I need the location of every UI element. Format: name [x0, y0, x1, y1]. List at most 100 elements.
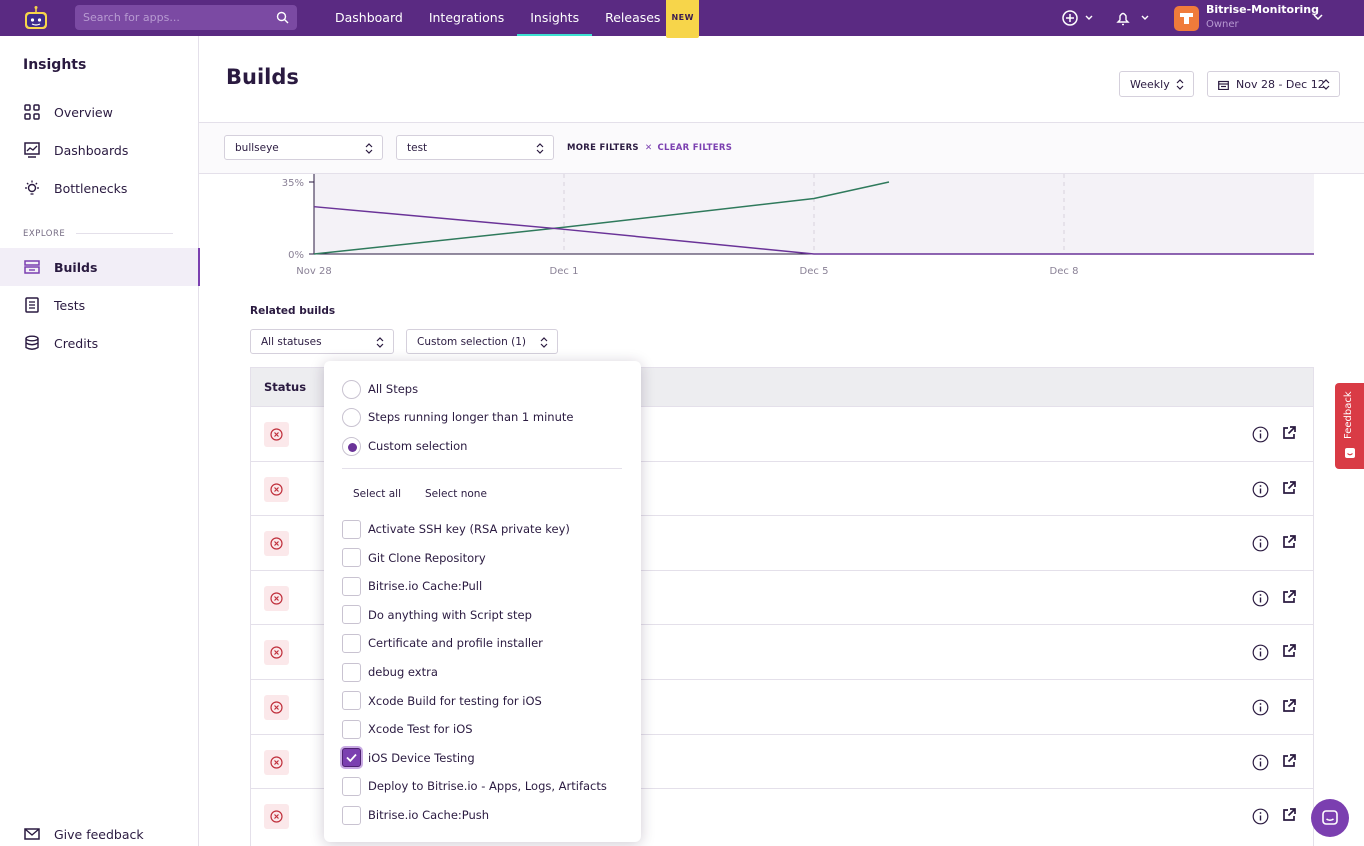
step-checkbox-row[interactable]: debug extra: [342, 662, 438, 682]
info-icon[interactable]: [1252, 535, 1269, 552]
sidebar-item-credits[interactable]: Credits: [0, 324, 199, 362]
chat-launcher-button[interactable]: [1311, 799, 1349, 837]
sidebar-item-overview[interactable]: Overview: [0, 93, 199, 131]
info-icon[interactable]: [1252, 754, 1269, 771]
bitrise-logo-icon[interactable]: [22, 5, 50, 31]
info-icon[interactable]: [1252, 699, 1269, 716]
date-range-select[interactable]: Nov 28 - Dec 12: [1207, 71, 1340, 97]
external-link-icon[interactable]: [1281, 698, 1297, 714]
step-checkbox-row[interactable]: Git Clone Repository: [342, 548, 486, 568]
radio-button[interactable]: [342, 407, 361, 427]
select-all-button[interactable]: Select all: [353, 488, 401, 500]
checkbox[interactable]: [342, 605, 361, 625]
sidebar-item-bottlenecks[interactable]: Bottlenecks: [0, 169, 199, 207]
step-checkbox-row[interactable]: Xcode Build for testing for iOS: [342, 691, 542, 711]
step-checkbox-row[interactable]: Xcode Test for iOS: [342, 719, 473, 739]
checkbox-label: iOS Device Testing: [368, 750, 475, 765]
step-checkbox-row[interactable]: Bitrise.io Cache:Push: [342, 805, 489, 825]
step-filter-select[interactable]: Custom selection (1): [406, 329, 558, 354]
radio-button[interactable]: [342, 436, 361, 456]
table-row[interactable]: [251, 460, 1313, 516]
nav-integrations[interactable]: Integrations: [428, 10, 505, 25]
checkbox[interactable]: [342, 576, 361, 596]
search-icon[interactable]: [276, 11, 289, 24]
checkbox[interactable]: [342, 662, 361, 682]
table-row[interactable]: [251, 788, 1313, 843]
failed-status-icon: [264, 804, 289, 830]
notifications-bell-icon[interactable]: [1115, 9, 1151, 27]
checkbox[interactable]: [342, 748, 361, 768]
checkbox-label: Deploy to Bitrise.io - Apps, Logs, Artif…: [368, 779, 607, 794]
chevron-updown-icon: [1322, 79, 1330, 90]
checkbox[interactable]: [342, 633, 361, 653]
info-icon[interactable]: [1252, 808, 1269, 825]
checkmark-icon: [346, 754, 357, 763]
checkbox[interactable]: [342, 805, 361, 825]
info-icon[interactable]: [1252, 426, 1269, 443]
checkbox[interactable]: [342, 548, 361, 568]
external-link-icon[interactable]: [1281, 425, 1297, 441]
step-mode-radio[interactable]: All Steps: [342, 379, 418, 399]
external-link-icon[interactable]: [1281, 643, 1297, 659]
org-avatar[interactable]: [1174, 6, 1199, 31]
feedback-tab[interactable]: Feedback: [1335, 383, 1364, 469]
app-filter-select[interactable]: bullseye: [224, 135, 383, 160]
credits-icon: [25, 335, 39, 350]
workflow-filter-select[interactable]: test: [396, 135, 554, 160]
checkbox[interactable]: [342, 519, 361, 539]
checkbox-label: Do anything with Script step: [368, 607, 532, 622]
radio-button[interactable]: [342, 379, 361, 399]
external-link-icon[interactable]: [1281, 534, 1297, 550]
sidebar-item-builds[interactable]: Builds: [0, 248, 200, 286]
search-input[interactable]: [75, 11, 265, 24]
select-none-button[interactable]: Select none: [425, 488, 487, 500]
step-checkbox-row[interactable]: Do anything with Script step: [342, 605, 532, 625]
info-icon[interactable]: [1252, 644, 1269, 661]
chevron-updown-icon: [365, 143, 373, 154]
table-row[interactable]: [251, 569, 1313, 625]
nav-dashboard[interactable]: Dashboard: [335, 10, 403, 25]
external-link-icon[interactable]: [1281, 589, 1297, 605]
add-icon[interactable]: [1062, 9, 1094, 27]
checkbox-label: debug extra: [368, 665, 438, 679]
chevron-down-icon[interactable]: [1312, 12, 1324, 22]
x-tick-label: Dec 5: [800, 266, 829, 277]
table-row[interactable]: [251, 733, 1313, 789]
checkbox-label: Xcode Test for iOS: [368, 722, 473, 737]
step-checkbox-row[interactable]: Bitrise.io Cache:Pull: [342, 576, 482, 596]
step-checkbox-row[interactable]: Certificate and profile installer: [342, 633, 543, 653]
sidebar-item-dashboards[interactable]: Dashboards: [0, 131, 199, 169]
info-icon[interactable]: [1252, 590, 1269, 607]
sidebar-section-explore: EXPLORE: [23, 229, 66, 239]
checkbox[interactable]: [342, 691, 361, 711]
chevron-updown-icon: [1176, 79, 1184, 90]
y-tick-label: 0%: [288, 250, 304, 261]
grid-icon: [24, 104, 40, 120]
interval-select[interactable]: Weekly: [1119, 71, 1194, 97]
external-link-icon[interactable]: [1281, 807, 1297, 823]
external-link-icon[interactable]: [1281, 480, 1297, 496]
info-icon[interactable]: [1252, 481, 1269, 498]
checkbox[interactable]: [342, 776, 361, 796]
table-row[interactable]: [251, 515, 1313, 570]
nav-releases[interactable]: Releases NEW: [592, 0, 712, 38]
clear-filters-button[interactable]: ✕ CLEAR FILTERS: [645, 143, 733, 153]
nav-insights[interactable]: Insights: [517, 0, 592, 36]
sidebar-item-tests[interactable]: Tests: [0, 286, 199, 324]
checkbox[interactable]: [342, 719, 361, 739]
external-link-icon[interactable]: [1281, 753, 1297, 769]
step-checkbox-row[interactable]: iOS Device Testing: [342, 748, 475, 768]
step-checkbox-row[interactable]: Deploy to Bitrise.io - Apps, Logs, Artif…: [342, 776, 607, 796]
status-filter-select[interactable]: All statuses: [250, 329, 394, 354]
table-row[interactable]: [251, 679, 1313, 734]
checkbox-label: Bitrise.io Cache:Push: [368, 808, 490, 822]
table-row[interactable]: [251, 624, 1313, 679]
table-row[interactable]: [251, 406, 1313, 461]
org-name[interactable]: Bitrise-Monitoring: [1206, 3, 1320, 16]
sidebar: Insights Overview Dashboards Bottlenecks: [0, 36, 200, 846]
give-feedback-link[interactable]: Give feedback: [0, 822, 199, 846]
step-checkbox-row[interactable]: Activate SSH key (RSA private key): [342, 519, 570, 539]
step-mode-radio[interactable]: Custom selection: [342, 436, 467, 456]
more-filters-button[interactable]: MORE FILTERS: [567, 143, 639, 153]
step-mode-radio[interactable]: Steps running longer than 1 minute: [342, 407, 573, 427]
